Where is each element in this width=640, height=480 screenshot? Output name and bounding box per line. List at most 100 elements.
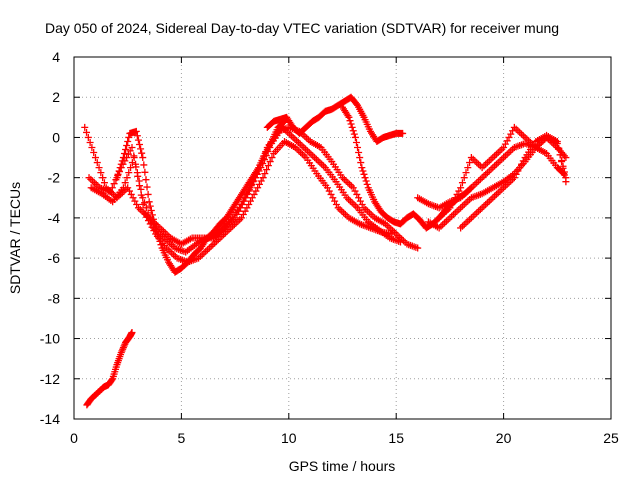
data-point (148, 211, 156, 219)
data-point (108, 184, 116, 192)
data-point (349, 127, 357, 135)
data-point (133, 200, 141, 208)
data-point (309, 152, 317, 160)
data-point (120, 150, 128, 158)
data-point (137, 145, 145, 153)
y-tick-label: 0 (52, 129, 60, 145)
data-point (351, 133, 359, 141)
data-point (85, 174, 93, 182)
data-point (307, 150, 315, 158)
data-point (122, 146, 130, 154)
data-point (356, 154, 364, 162)
data-point (116, 164, 124, 172)
data-point (350, 130, 358, 138)
data-point (346, 117, 354, 125)
data-point (295, 147, 303, 155)
data-point (127, 164, 135, 172)
data-point (289, 133, 297, 141)
data-point (340, 209, 348, 217)
data-point (298, 142, 306, 150)
data-point (442, 217, 450, 225)
data-point (457, 204, 465, 212)
data-point (345, 113, 353, 121)
data-point (293, 137, 301, 145)
data-point (139, 154, 147, 162)
series-track-9 (424, 133, 570, 232)
data-point (396, 238, 404, 246)
data-point (364, 207, 372, 215)
data-point (303, 134, 311, 142)
data-point (120, 342, 128, 350)
data-point (156, 237, 164, 245)
data-point (84, 133, 92, 141)
data-point (93, 159, 101, 167)
data-point (83, 128, 91, 136)
data-point (134, 204, 142, 212)
data-point (362, 177, 370, 185)
data-point (347, 182, 355, 190)
data-point (457, 184, 465, 192)
data-point (498, 145, 506, 153)
data-point (498, 185, 506, 193)
data-point (446, 214, 454, 222)
data-point (358, 164, 366, 172)
data-point (87, 175, 95, 183)
data-point (476, 175, 484, 183)
data-point (117, 160, 125, 168)
data-point (137, 191, 145, 199)
data-point (355, 149, 363, 157)
data-point (114, 170, 122, 178)
data-point (202, 247, 210, 255)
data-point (305, 149, 313, 157)
data-point (141, 199, 149, 207)
data-point (367, 211, 375, 219)
data-point (346, 197, 354, 205)
chart-title: Day 050 of 2024, Sidereal Day-to-day VTE… (45, 20, 559, 36)
plot-frame (73, 56, 612, 420)
data-point (414, 244, 422, 252)
y-axis-label: SDTVAR / TECUs (7, 182, 23, 294)
data-point (467, 154, 475, 162)
data-point (133, 132, 141, 140)
data-point (558, 158, 566, 166)
data-point (475, 177, 483, 185)
data-point (349, 184, 357, 192)
data-point (491, 162, 499, 170)
data-point (361, 174, 369, 182)
data-point (316, 159, 324, 167)
data-point (560, 171, 568, 179)
data-point (90, 179, 98, 187)
data-point (556, 151, 564, 159)
data-point (553, 137, 561, 145)
data-point (355, 194, 363, 202)
data-point (507, 130, 515, 138)
data-point (464, 197, 472, 205)
data-point (437, 222, 445, 230)
data-point (170, 251, 178, 259)
data-point (294, 138, 302, 146)
data-point (498, 155, 506, 163)
data-point (303, 147, 311, 155)
data-point (478, 204, 486, 212)
data-point (125, 133, 133, 141)
data-point (314, 157, 322, 165)
data-point (245, 200, 253, 208)
data-point (147, 207, 155, 215)
data-point (141, 168, 149, 176)
data-point (168, 249, 176, 257)
data-point (460, 221, 468, 229)
data-point (489, 194, 497, 202)
x-tick-label: 10 (281, 430, 297, 446)
data-point (113, 174, 121, 182)
series-track-3 (87, 137, 396, 266)
data-point (241, 207, 249, 215)
data-point (462, 169, 470, 177)
data-point (494, 159, 502, 167)
data-point (471, 211, 479, 219)
y-tick-label: 2 (52, 89, 60, 105)
grid-lines (74, 57, 611, 419)
data-point (458, 202, 466, 210)
x-tick-label: 5 (178, 430, 186, 446)
data-point (473, 209, 481, 217)
